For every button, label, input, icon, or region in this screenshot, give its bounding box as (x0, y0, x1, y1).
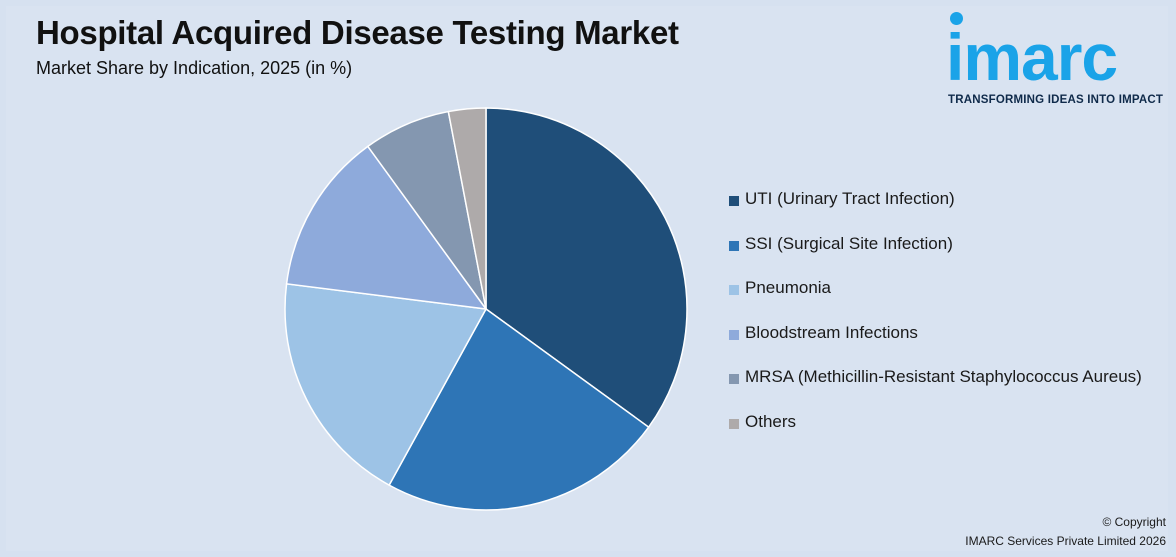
legend-label: Bloodstream Infections (745, 322, 918, 342)
legend-label: Pneumonia (745, 278, 832, 298)
legend-label: MRSA (Methicillin-Resistant Staphylococc… (745, 367, 1142, 387)
pie-slice-1 (388, 307, 650, 511)
pie-slice-3 (285, 145, 488, 310)
legend-label: Others (745, 411, 797, 431)
legend-label: UTI (Urinary Tract Infection) (745, 189, 955, 208)
pie-slice-5 (447, 107, 487, 310)
copyright: © Copyright IMARC Services Private Limit… (965, 513, 1166, 551)
legend-item: SSI (Surgical Site Infection) (729, 234, 1142, 279)
legend-item: UTI (Urinary Tract Infection) (729, 189, 1142, 234)
pie-slice-0 (485, 107, 688, 429)
logo-dot (950, 12, 963, 25)
copyright-line-1: © Copyright (1102, 515, 1166, 529)
chart-subtitle: Market Share by Indication, 2025 (in %) (36, 58, 353, 78)
logo-tagline: TRANSFORMING IDEAS INTO IMPACT (948, 94, 1164, 106)
legend-item: Others (729, 412, 1142, 457)
legend-swatch (729, 240, 739, 251)
legend-label: SSI (Surgical Site Infection) (745, 233, 953, 253)
logo-wordmark: imarc (946, 20, 1118, 94)
legend-swatch (729, 374, 739, 385)
copyright-line-2: IMARC Services Private Limited 2026 (965, 534, 1166, 548)
legend-swatch (729, 285, 739, 296)
legend-item: MRSA (Methicillin-Resistant Staphylococc… (729, 367, 1142, 412)
pie-slice-2 (284, 282, 488, 487)
legend-swatch (729, 329, 739, 340)
legend-item: Bloodstream Infections (729, 323, 1142, 368)
legend-swatch (729, 196, 739, 206)
chart-title: Hospital Acquired Disease Testing Market (36, 14, 679, 51)
legend-item: Pneumonia (729, 278, 1142, 323)
chart-legend: UTI (Urinary Tract Infection) SSI (Surgic… (729, 189, 1142, 457)
legend-swatch (729, 418, 739, 429)
imarc-logo: imarc TRANSFORMING IDEAS INTO IMPACT (946, 12, 1171, 110)
